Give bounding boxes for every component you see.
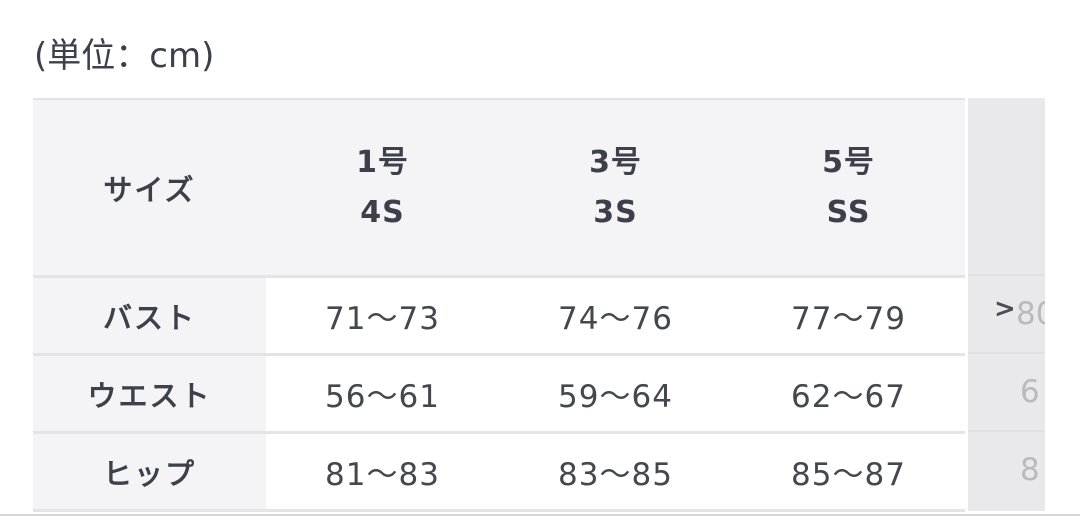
partial-cell: 8: [1020, 452, 1040, 488]
table-cell: 85〜87: [791, 457, 906, 493]
chevron-right-icon[interactable]: >: [994, 294, 1016, 324]
size-table: サイズ 1号 4S 3号 3S 5号 SS バスト 71〜73 74〜76 77…: [33, 98, 965, 512]
size-alias: 3S: [593, 194, 638, 230]
row-label: ヒップ: [33, 434, 266, 509]
unit-label: (単位：cm): [34, 36, 215, 76]
table-row: バスト 71〜73 74〜76 77〜79: [33, 278, 965, 356]
table-row: ウエスト 56〜61 59〜64 62〜67: [33, 356, 965, 434]
header-label: サイズ: [33, 100, 266, 275]
table-cell: 81〜83: [325, 457, 440, 493]
table-header-row: サイズ 1号 4S 3号 3S 5号 SS: [33, 100, 965, 278]
table-cell: 77〜79: [791, 301, 906, 337]
table-cell: 59〜64: [558, 379, 673, 415]
header-column: 5号 SS: [732, 100, 965, 275]
divider: [968, 352, 1045, 354]
partial-cell: 80: [1016, 296, 1045, 332]
header-column: 3号 3S: [499, 100, 732, 275]
size-number: 3号: [589, 144, 642, 180]
row-label: バスト: [33, 278, 266, 353]
divider: [968, 430, 1045, 432]
table-row: ヒップ 81〜83 83〜85 85〜87: [33, 434, 965, 512]
table-cell: 71〜73: [325, 301, 440, 337]
size-alias: SS: [826, 194, 871, 230]
table-cell: 83〜85: [558, 457, 673, 493]
row-label: ウエスト: [33, 356, 266, 431]
size-number: 5号: [822, 144, 875, 180]
divider: [0, 514, 1080, 516]
scroll-more-overlay[interactable]: > 80 6 8: [968, 98, 1045, 511]
table-cell: 56〜61: [325, 379, 440, 415]
size-alias: 4S: [360, 194, 405, 230]
header-column: 1号 4S: [266, 100, 499, 275]
table-cell: 74〜76: [558, 301, 673, 337]
divider: [968, 274, 1045, 276]
size-number: 1号: [356, 144, 409, 180]
table-cell: 62〜67: [791, 379, 906, 415]
partial-cell: 6: [1020, 374, 1040, 410]
